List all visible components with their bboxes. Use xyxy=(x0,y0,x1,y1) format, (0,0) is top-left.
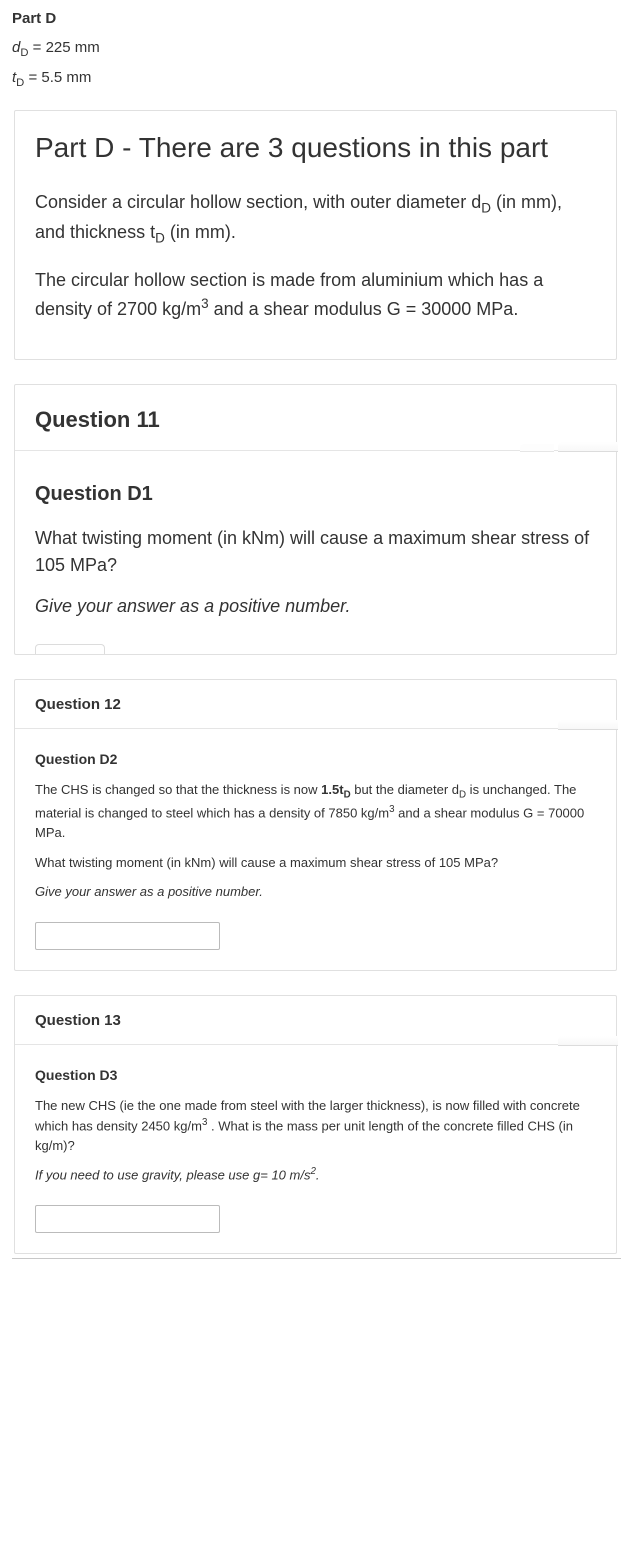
q13-hint-b: . xyxy=(316,1167,320,1182)
question-d1-title: Question D1 xyxy=(35,479,596,509)
header-tab-stub xyxy=(558,720,618,730)
question-11-card: Question 11 Question D1 What twisting mo… xyxy=(14,384,617,655)
question-11-header: Question 11 xyxy=(15,385,616,451)
header-tab-stub xyxy=(558,1036,618,1046)
question-13-body: Question D3 The new CHS (ie the one made… xyxy=(15,1045,616,1253)
q13-hint-a: If you need to use gravity, please use g… xyxy=(35,1167,310,1182)
param-d: dD = 225 mm xyxy=(12,37,621,62)
question-d1-hint: Give your answer as a positive number. xyxy=(35,593,596,620)
question-13-number: Question 13 xyxy=(35,1010,596,1033)
intro-p1-sub2: D xyxy=(155,230,165,245)
question-11-number: Question 11 xyxy=(35,403,596,436)
question-d2-hint: Give your answer as a positive number. xyxy=(35,882,596,902)
intro-card: Part D - There are 3 questions in this p… xyxy=(14,110,617,359)
q12-p1-a: The CHS is changed so that the thickness… xyxy=(35,782,321,797)
intro-p1-a: Consider a circular hollow section, with… xyxy=(35,192,481,212)
part-d-parameters: Part D dD = 225 mm tD = 5.5 mm xyxy=(12,8,621,92)
intro-p2-b: and a shear modulus G = 30000 MPa. xyxy=(209,299,519,319)
question-12-number: Question 12 xyxy=(35,694,596,717)
intro-p1-sub1: D xyxy=(481,201,491,216)
intro-heading: Part D - There are 3 questions in this p… xyxy=(35,129,596,167)
intro-p2-sup: 3 xyxy=(201,296,209,311)
question-d3-text: The new CHS (ie the one made from steel … xyxy=(35,1096,596,1155)
page-bottom-rule xyxy=(12,1258,621,1259)
question-12-header: Question 12 xyxy=(15,680,616,730)
question-13-card: Question 13 Question D3 The new CHS (ie … xyxy=(14,995,617,1254)
intro-p1-c: (in mm). xyxy=(165,222,236,242)
part-d-title: Part D xyxy=(12,8,621,31)
question-12-body: Question D2 The CHS is changed so that t… xyxy=(15,729,616,970)
q12-p1-bold: 1.5t xyxy=(321,782,343,797)
q12-p1-boldsub: D xyxy=(344,790,351,801)
header-tab-stub xyxy=(520,444,554,452)
q12-p1-sub2: D xyxy=(459,790,466,801)
question-d3-answer-input[interactable] xyxy=(35,1205,220,1233)
question-11-body: Question D1 What twisting moment (in kNm… xyxy=(15,451,616,654)
question-d2-title: Question D2 xyxy=(35,749,596,770)
question-13-header: Question 13 xyxy=(15,996,616,1046)
question-12-card: Question 12 Question D2 The CHS is chang… xyxy=(14,679,617,971)
header-tab-stub xyxy=(558,442,618,452)
param-t-val: = 5.5 mm xyxy=(24,69,91,86)
param-t: tD = 5.5 mm xyxy=(12,67,621,92)
intro-p1: Consider a circular hollow section, with… xyxy=(35,189,596,249)
question-d1-text: What twisting moment (in kNm) will cause… xyxy=(35,525,596,579)
intro-p2: The circular hollow section is made from… xyxy=(35,267,596,323)
q12-p1-b: but the diameter d xyxy=(351,782,459,797)
question-d2-answer-input[interactable] xyxy=(35,922,220,950)
question-d2-text2: What twisting moment (in kNm) will cause… xyxy=(35,853,596,873)
question-d2-text1: The CHS is changed so that the thickness… xyxy=(35,780,596,843)
question-d3-hint: If you need to use gravity, please use g… xyxy=(35,1165,596,1185)
question-d3-title: Question D3 xyxy=(35,1065,596,1086)
param-d-val: = 225 mm xyxy=(28,39,99,56)
answer-slot-stub xyxy=(35,644,105,654)
